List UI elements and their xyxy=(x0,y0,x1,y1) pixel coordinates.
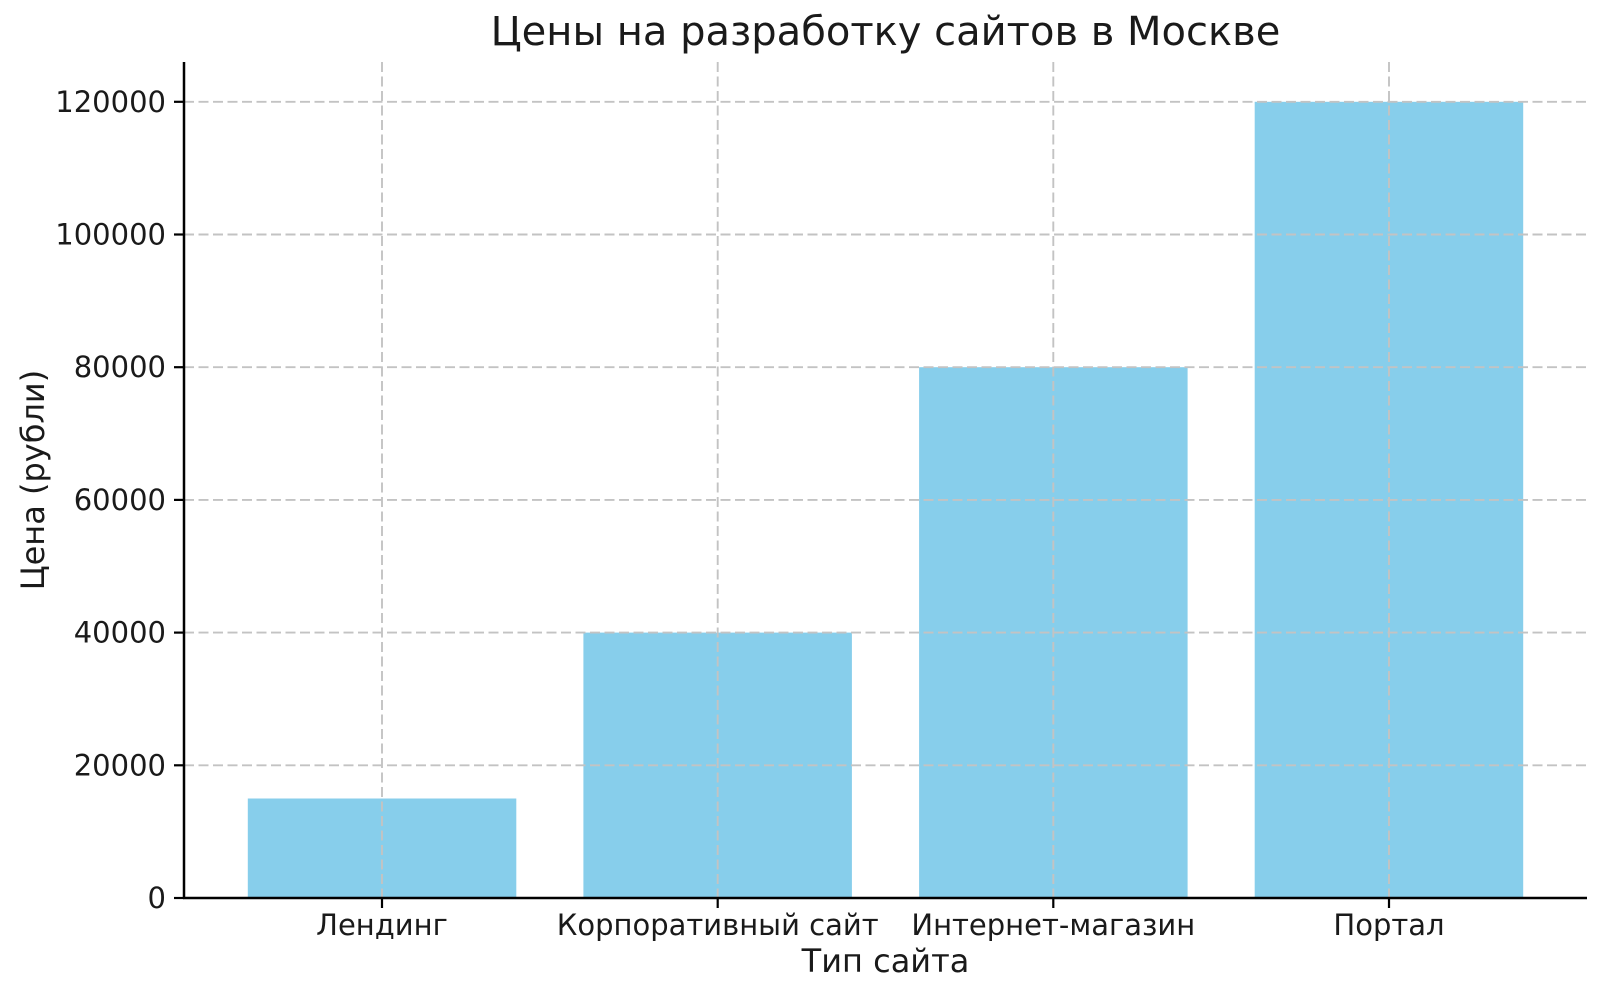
y-tick-label: 0 xyxy=(148,881,166,915)
y-tick-label: 120000 xyxy=(55,85,166,119)
y-tick-label: 40000 xyxy=(74,616,166,650)
chart-title: Цены на разработку сайтов в Москве xyxy=(490,9,1281,55)
x-tick-label: Корпоративный сайт xyxy=(557,908,879,942)
x-tick-label: Интернет-магазин xyxy=(911,908,1195,942)
y-tick-label: 100000 xyxy=(55,218,166,252)
y-tick-label: 80000 xyxy=(74,350,166,384)
y-tick-label: 20000 xyxy=(74,748,166,782)
x-tick-label: Портал xyxy=(1333,908,1444,942)
x-tick-label: Лендинг xyxy=(316,908,448,942)
y-tick-label: 60000 xyxy=(74,483,166,517)
x-axis-label: Тип сайта xyxy=(801,942,970,980)
